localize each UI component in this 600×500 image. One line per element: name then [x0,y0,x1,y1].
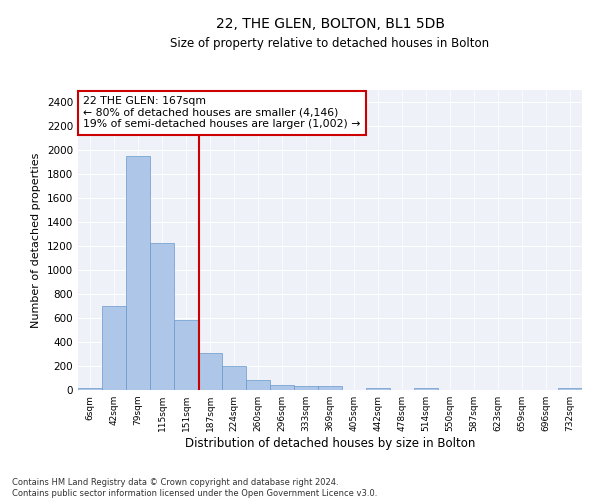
Bar [102,306,126,390]
Bar [78,388,102,390]
Text: Contains HM Land Registry data © Crown copyright and database right 2024.
Contai: Contains HM Land Registry data © Crown c… [12,478,377,498]
Bar [318,386,342,390]
Bar [174,320,198,390]
Bar [294,386,318,390]
Text: 22, THE GLEN, BOLTON, BL1 5DB: 22, THE GLEN, BOLTON, BL1 5DB [215,18,445,32]
Bar [366,388,390,390]
Text: Size of property relative to detached houses in Bolton: Size of property relative to detached ho… [170,38,490,51]
Bar [270,384,294,390]
X-axis label: Distribution of detached houses by size in Bolton: Distribution of detached houses by size … [185,437,475,450]
Bar [198,354,222,390]
Bar [246,380,270,390]
Y-axis label: Number of detached properties: Number of detached properties [31,152,41,328]
Bar [414,388,438,390]
Bar [558,388,582,390]
Text: 22 THE GLEN: 167sqm
← 80% of detached houses are smaller (4,146)
19% of semi-det: 22 THE GLEN: 167sqm ← 80% of detached ho… [83,96,361,129]
Bar [150,243,174,390]
Bar [126,156,150,390]
Bar [222,366,246,390]
